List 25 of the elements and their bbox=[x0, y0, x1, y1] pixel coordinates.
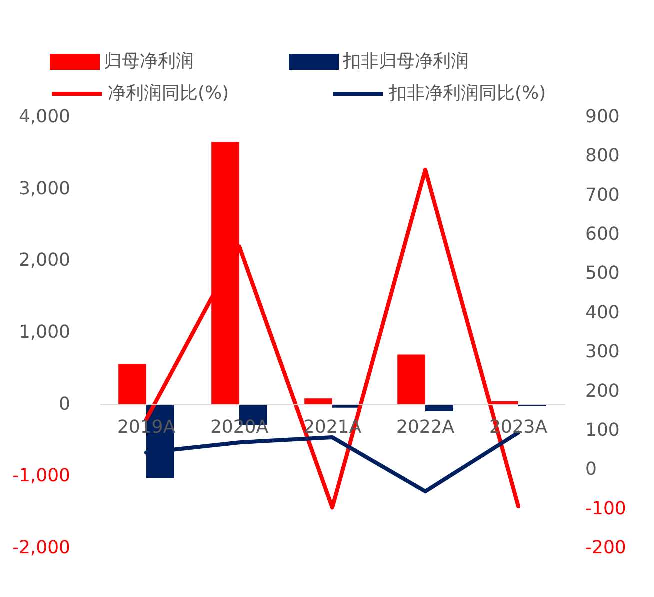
y2-tick-label: 500 bbox=[586, 263, 620, 284]
y-tick-label: 2,000 bbox=[18, 250, 70, 272]
y2-tick-label: 900 bbox=[586, 106, 620, 128]
y2-tick-label: 0 bbox=[586, 459, 597, 480]
legend-label: 扣非净利润同比(%) bbox=[388, 83, 546, 104]
y2-tick-label: 200 bbox=[586, 380, 620, 402]
y2-tick-label: 700 bbox=[586, 184, 620, 206]
y-tick-label: 0 bbox=[59, 394, 70, 415]
y-tick-label: 1,000 bbox=[18, 322, 70, 343]
y2-tick-label: 300 bbox=[586, 342, 620, 363]
legend-label: 净利润同比(%) bbox=[108, 83, 230, 104]
legend-label: 归母净利润 bbox=[104, 51, 194, 72]
y2-tick-label: 800 bbox=[586, 146, 620, 167]
y2-tick-label: -200 bbox=[586, 538, 626, 558]
y2-tick-label: 600 bbox=[586, 224, 620, 246]
y2-tick-label: -100 bbox=[586, 498, 626, 520]
y-tick-label: -1,000 bbox=[12, 466, 70, 487]
x-tick-label: 2022A bbox=[396, 416, 456, 438]
y2-tick-label: 100 bbox=[586, 420, 620, 441]
legend-label: 扣非归母净利润 bbox=[342, 51, 469, 72]
x-tick-label: 2020A bbox=[210, 416, 270, 438]
y-tick-label: -2,000 bbox=[12, 538, 70, 558]
y2-tick-label: 400 bbox=[586, 302, 620, 324]
y-tick-label: 3,000 bbox=[18, 178, 70, 200]
y-tick-label: 4,000 bbox=[18, 106, 70, 128]
